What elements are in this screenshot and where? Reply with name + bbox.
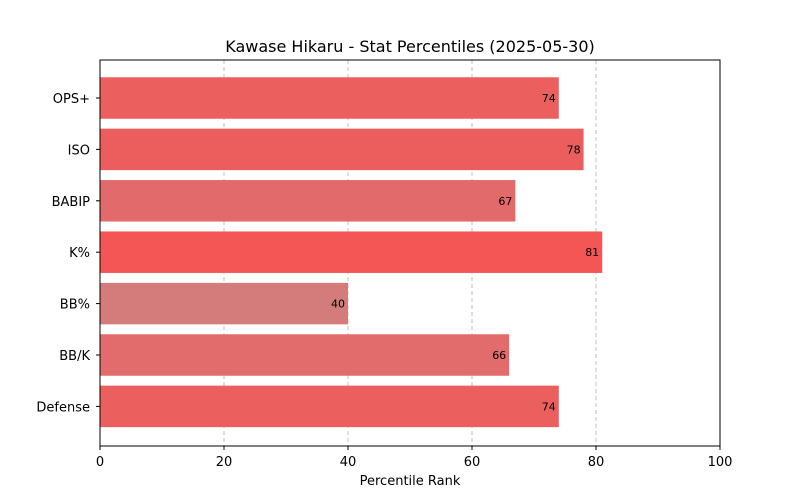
plot-frame bbox=[99, 59, 721, 447]
data-label: 67 bbox=[498, 195, 512, 208]
x-axis-label: Percentile Rank bbox=[360, 474, 461, 489]
x-tick-layer: 0 20 40 60 80 100 bbox=[96, 446, 733, 470]
y-tick-label: ISO bbox=[68, 143, 90, 158]
bar-layer bbox=[100, 77, 603, 428]
bar-5 bbox=[100, 334, 510, 376]
y-tick-label: BABIP bbox=[52, 195, 91, 210]
data-label: 74 bbox=[542, 92, 556, 105]
data-label: 66 bbox=[492, 349, 506, 362]
bar-0 bbox=[100, 77, 559, 119]
x-tick-label: 40 bbox=[340, 455, 357, 470]
data-label: 40 bbox=[331, 298, 345, 311]
x-tick-label: 0 bbox=[96, 455, 104, 470]
chart-title: Kawase Hikaru - Stat Percentiles (2025-0… bbox=[225, 37, 595, 56]
x-tick-label: 80 bbox=[588, 455, 605, 470]
data-label-layer: 74 78 67 81 40 66 74 bbox=[331, 92, 599, 413]
y-tick-layer: OPS+ ISO BABIP K% BB% BB/K Defense bbox=[36, 92, 100, 415]
y-tick-label: Defense bbox=[36, 400, 90, 415]
x-tick-label: 20 bbox=[216, 455, 233, 470]
bar-4 bbox=[100, 282, 348, 325]
y-tick-label: BB% bbox=[60, 298, 90, 313]
y-tick-label: BB/K bbox=[59, 349, 90, 364]
bar-3 bbox=[100, 231, 603, 273]
y-tick-label: K% bbox=[69, 246, 90, 261]
y-tick-label: OPS+ bbox=[53, 92, 90, 107]
data-label: 74 bbox=[542, 400, 556, 413]
bar-6 bbox=[100, 385, 559, 428]
data-label: 81 bbox=[585, 246, 599, 259]
bar-1 bbox=[100, 128, 584, 171]
x-tick-label: 100 bbox=[708, 455, 733, 470]
x-tick-label: 60 bbox=[464, 455, 481, 470]
data-label: 78 bbox=[567, 143, 581, 156]
bar-2 bbox=[100, 180, 516, 222]
